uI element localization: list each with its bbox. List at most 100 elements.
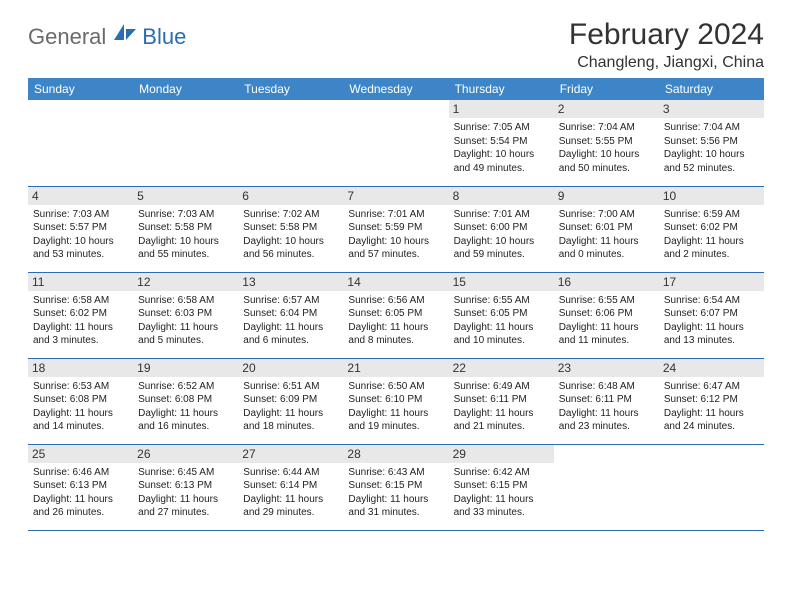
cell-line: Sunset: 5:54 PM — [454, 135, 549, 149]
cell-text: Sunrise: 6:49 AMSunset: 6:11 PMDaylight:… — [454, 380, 549, 434]
cell-line: Sunrise: 6:43 AM — [348, 466, 443, 480]
calendar-cell: 3Sunrise: 7:04 AMSunset: 5:56 PMDaylight… — [659, 100, 764, 186]
day-number: 29 — [449, 445, 554, 463]
cell-text: Sunrise: 7:04 AMSunset: 5:55 PMDaylight:… — [559, 121, 654, 175]
day-number: 13 — [238, 273, 343, 291]
cell-line: Daylight: 11 hours and 0 minutes. — [559, 235, 654, 262]
cell-line: Sunset: 5:55 PM — [559, 135, 654, 149]
calendar-cell: 19Sunrise: 6:52 AMSunset: 6:08 PMDayligh… — [133, 358, 238, 444]
calendar-cell: 11Sunrise: 6:58 AMSunset: 6:02 PMDayligh… — [28, 272, 133, 358]
cell-line: Sunset: 6:02 PM — [664, 221, 759, 235]
cell-line: Sunrise: 6:49 AM — [454, 380, 549, 394]
calendar-cell — [238, 100, 343, 186]
cell-text: Sunrise: 7:05 AMSunset: 5:54 PMDaylight:… — [454, 121, 549, 175]
cell-text: Sunrise: 6:58 AMSunset: 6:03 PMDaylight:… — [138, 294, 233, 348]
cell-line: Daylight: 11 hours and 33 minutes. — [454, 493, 549, 520]
calendar-cell: 21 Sunrise: 6:50 AMSunset: 6:10 PMDayligh… — [343, 358, 448, 444]
cell-line: Sunrise: 6:44 AM — [243, 466, 338, 480]
calendar-cell: 7 Sunrise: 7:01 AMSunset: 5:59 PMDaylight… — [343, 186, 448, 272]
cell-line: Sunset: 5:57 PM — [33, 221, 128, 235]
day-number: 26 — [133, 445, 238, 463]
cell-line: Sunset: 5:58 PM — [138, 221, 233, 235]
cell-line: Sunrise: 6:59 AM — [664, 208, 759, 222]
cell-line: Sunrise: 7:05 AM — [454, 121, 549, 135]
day-number — [343, 100, 448, 104]
cell-line: Sunset: 6:10 PM — [348, 393, 443, 407]
cell-line: Daylight: 10 hours and 50 minutes. — [559, 148, 654, 175]
day-number: 27 — [238, 445, 343, 463]
calendar-cell: 10Sunrise: 6:59 AMSunset: 6:02 PMDayligh… — [659, 186, 764, 272]
day-number: 14 — [343, 273, 448, 291]
cell-line: Sunrise: 7:04 AM — [664, 121, 759, 135]
calendar-cell: 24Sunrise: 6:47 AMSunset: 6:12 PMDayligh… — [659, 358, 764, 444]
calendar-body: 1Sunrise: 7:05 AMSunset: 5:54 PMDaylight… — [28, 100, 764, 530]
cell-line: Sunrise: 7:01 AM — [454, 208, 549, 222]
calendar-cell: 26Sunrise: 6:45 AMSunset: 6:13 PMDayligh… — [133, 444, 238, 530]
cell-line: Sunset: 6:04 PM — [243, 307, 338, 321]
calendar-cell — [28, 100, 133, 186]
cell-line: Sunset: 6:11 PM — [559, 393, 654, 407]
cell-line: Sunset: 6:02 PM — [33, 307, 128, 321]
cell-line: Sunset: 5:59 PM — [348, 221, 443, 235]
day-number: 12 — [133, 273, 238, 291]
cell-line: Daylight: 11 hours and 10 minutes. — [454, 321, 549, 348]
cell-line: Sunset: 6:08 PM — [138, 393, 233, 407]
cell-line: Daylight: 11 hours and 27 minutes. — [138, 493, 233, 520]
day-header: Friday — [554, 78, 659, 100]
calendar-cell: 2Sunrise: 7:04 AMSunset: 5:55 PMDaylight… — [554, 100, 659, 186]
cell-text: Sunrise: 6:47 AMSunset: 6:12 PMDaylight:… — [664, 380, 759, 434]
cell-text: Sunrise: 7:02 AMSunset: 5:58 PMDaylight:… — [243, 208, 338, 262]
cell-text: Sunrise: 6:55 AMSunset: 6:06 PMDaylight:… — [559, 294, 654, 348]
day-number: 7 — [343, 187, 448, 205]
cell-line: Sunrise: 6:53 AM — [33, 380, 128, 394]
day-header: Monday — [133, 78, 238, 100]
cell-line: Sunset: 6:15 PM — [454, 479, 549, 493]
cell-line: Sunrise: 6:52 AM — [138, 380, 233, 394]
cell-line: Sunrise: 6:55 AM — [559, 294, 654, 308]
day-header: Thursday — [449, 78, 554, 100]
cell-line: Sunrise: 7:03 AM — [33, 208, 128, 222]
cell-text: Sunrise: 6:46 AMSunset: 6:13 PMDaylight:… — [33, 466, 128, 520]
cell-line: Sunset: 6:12 PM — [664, 393, 759, 407]
cell-line: Sunset: 6:09 PM — [243, 393, 338, 407]
cell-text: Sunrise: 6:59 AMSunset: 6:02 PMDaylight:… — [664, 208, 759, 262]
cell-line: Daylight: 10 hours and 52 minutes. — [664, 148, 759, 175]
cell-line: Daylight: 11 hours and 3 minutes. — [33, 321, 128, 348]
cell-line: Sunrise: 7:01 AM — [348, 208, 443, 222]
cell-text: Sunrise: 7:04 AMSunset: 5:56 PMDaylight:… — [664, 121, 759, 175]
calendar-week-row: 11Sunrise: 6:58 AMSunset: 6:02 PMDayligh… — [28, 272, 764, 358]
cell-line: Sunrise: 6:51 AM — [243, 380, 338, 394]
cell-line: Sunrise: 6:54 AM — [664, 294, 759, 308]
cell-line: Daylight: 11 hours and 18 minutes. — [243, 407, 338, 434]
cell-line: Sunrise: 7:03 AM — [138, 208, 233, 222]
cell-line: Daylight: 10 hours and 49 minutes. — [454, 148, 549, 175]
day-number: 20 — [238, 359, 343, 377]
cell-text: Sunrise: 6:43 AMSunset: 6:15 PMDaylight:… — [348, 466, 443, 520]
cell-line: Daylight: 11 hours and 31 minutes. — [348, 493, 443, 520]
calendar-head: SundayMondayTuesdayWednesdayThursdayFrid… — [28, 78, 764, 100]
cell-line: Sunrise: 7:04 AM — [559, 121, 654, 135]
cell-text: Sunrise: 7:03 AMSunset: 5:57 PMDaylight:… — [33, 208, 128, 262]
cell-text: Sunrise: 6:50 AMSunset: 6:10 PMDaylight:… — [348, 380, 443, 434]
calendar-table: SundayMondayTuesdayWednesdayThursdayFrid… — [28, 78, 764, 531]
day-header: Saturday — [659, 78, 764, 100]
day-number: 21 — [343, 359, 448, 377]
day-header: Sunday — [28, 78, 133, 100]
cell-line: Daylight: 10 hours and 57 minutes. — [348, 235, 443, 262]
calendar-week-row: 4Sunrise: 7:03 AMSunset: 5:57 PMDaylight… — [28, 186, 764, 272]
day-number: 6 — [238, 187, 343, 205]
cell-line: Sunrise: 6:46 AM — [33, 466, 128, 480]
cell-line: Sunrise: 6:58 AM — [33, 294, 128, 308]
day-header: Tuesday — [238, 78, 343, 100]
cell-line: Daylight: 11 hours and 2 minutes. — [664, 235, 759, 262]
cell-line: Daylight: 11 hours and 14 minutes. — [33, 407, 128, 434]
cell-line: Sunset: 6:14 PM — [243, 479, 338, 493]
cell-line: Sunrise: 6:50 AM — [348, 380, 443, 394]
header-row: General Blue February 2024 Changleng, Ji… — [28, 18, 764, 72]
calendar-cell — [133, 100, 238, 186]
cell-line: Daylight: 11 hours and 24 minutes. — [664, 407, 759, 434]
day-number — [238, 100, 343, 104]
cell-text: Sunrise: 6:44 AMSunset: 6:14 PMDaylight:… — [243, 466, 338, 520]
calendar-cell: 12 Sunrise: 6:58 AMSunset: 6:03 PMDayligh… — [133, 272, 238, 358]
day-number: 18 — [28, 359, 133, 377]
